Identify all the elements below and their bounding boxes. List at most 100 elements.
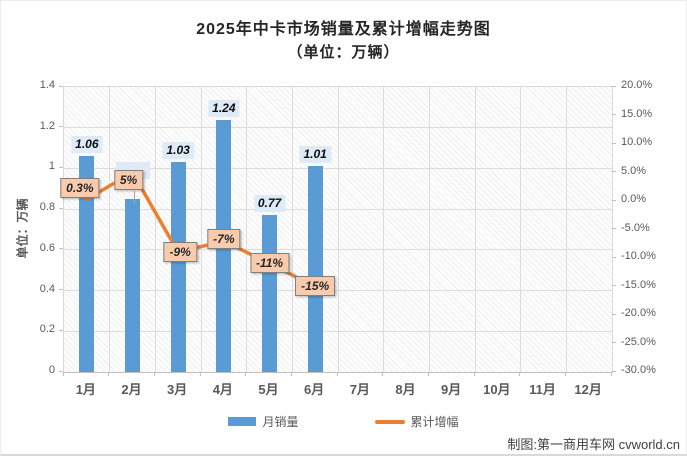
right-axis-tick-mark — [612, 313, 616, 315]
right-axis-tick-mark — [612, 199, 616, 201]
x-axis-label: 6月 — [304, 382, 325, 397]
gridline-v — [474, 87, 476, 372]
bar-6月 — [307, 166, 323, 372]
x-axis-tick-mark — [519, 372, 521, 376]
right-axis-tick-label: -5.0% — [621, 221, 650, 234]
gridline-v — [337, 87, 339, 372]
credit-text: 制图:第一商用车网 cvworld.cn — [507, 437, 680, 452]
bar-2月 — [125, 198, 140, 372]
x-axis-label: 12月 — [574, 382, 602, 397]
right-axis-tick-label: 0.0% — [621, 193, 647, 205]
x-axis-tick-mark — [427, 372, 429, 376]
pct-label-1月: 0.3% — [60, 178, 100, 199]
right-axis-tick-label: -20.0% — [621, 307, 656, 319]
left-axis-tick-label: 0.2 — [39, 323, 55, 336]
right-axis-tick-label: 20.0% — [621, 79, 653, 91]
pct-label-3月: -9% — [163, 242, 197, 263]
legend-label-monthly-sales: 月销量 — [262, 415, 299, 429]
gridline-v — [565, 87, 567, 372]
left-axis-tick-label: 1 — [48, 160, 55, 173]
right-axis-tick-label: 5.0% — [621, 164, 647, 177]
legend-item-cumulative-growth: 累计增幅 — [374, 413, 459, 430]
right-axis-tick-label: 10.0% — [621, 136, 653, 148]
right-axis-tick-label: -30.0% — [621, 364, 656, 376]
bar-value-label: 1.06 — [71, 136, 103, 154]
left-axis-tick-mark — [59, 289, 63, 291]
bar-value-label: 1.03 — [162, 142, 194, 160]
bar-5月 — [262, 215, 277, 372]
legend-item-monthly-sales: 月销量 — [228, 413, 299, 430]
left-axis-tick-mark — [59, 329, 63, 331]
x-axis-label: 11月 — [529, 382, 556, 397]
right-axis-tick-mark — [612, 171, 616, 172]
left-axis-tick-label: 0.4 — [39, 282, 55, 295]
right-axis-tick-mark — [612, 114, 616, 115]
right-axis-tick-label: -25.0% — [621, 335, 656, 348]
right-axis-tick-label: -10.0% — [621, 250, 656, 262]
x-axis-label: 8月 — [395, 382, 416, 397]
left-axis-tick-mark — [59, 85, 63, 87]
bar-series-swatch-icon — [228, 417, 257, 426]
chart-subtitle: （单位：万辆） — [287, 44, 400, 61]
x-axis-tick-mark — [153, 372, 155, 376]
right-axis-tick-mark — [612, 256, 616, 258]
right-axis-tick-label: -15.0% — [621, 278, 656, 291]
pct-label-6月: -15% — [295, 275, 336, 296]
x-axis-tick-mark — [62, 372, 64, 376]
right-axis-tick-mark — [612, 342, 616, 343]
x-axis-tick-mark — [382, 372, 384, 376]
left-axis-tick-mark — [59, 207, 63, 209]
pct-label-5月: -11% — [249, 252, 290, 273]
bar-value-label: 1.24 — [208, 99, 240, 117]
right-axis-tick-mark — [612, 228, 616, 229]
left-axis-tick-mark — [59, 126, 63, 128]
left-axis-tick-mark — [59, 248, 63, 250]
x-axis-tick-mark — [610, 372, 612, 376]
x-axis-label: 9月 — [441, 382, 462, 397]
left-axis-tick-label: 1.2 — [39, 119, 55, 132]
gridline-v — [200, 87, 202, 372]
x-axis-tick-mark — [564, 372, 566, 376]
chart-title: 2025年中卡市场销量及累计增幅走势图 — [196, 21, 491, 38]
left-axis-tick-label: 0.6 — [39, 241, 55, 254]
x-axis-label: 2月 — [121, 382, 142, 397]
right-axis-tick-mark — [612, 285, 616, 286]
bar-value-label: 1.01 — [299, 146, 331, 164]
plot-area: 1.06 1.03 1.24 0.77 1.01 0.3% 5% -9% -7% -11% -15% — [60, 86, 613, 373]
right-axis-tick-mark — [612, 370, 616, 372]
x-axis-tick-mark — [245, 372, 247, 376]
gridline-v — [154, 87, 156, 372]
gridline-v — [428, 87, 430, 372]
pct-label-leader-line — [133, 190, 135, 204]
bar-3月 — [170, 162, 186, 372]
x-axis-label: 1月 — [75, 382, 96, 397]
right-axis-tick-label: 15.0% — [621, 107, 653, 120]
gridline-v — [520, 87, 522, 372]
pct-label-2月: 5% — [113, 169, 144, 190]
x-axis-tick-mark — [473, 372, 475, 376]
x-axis-label: 7月 — [349, 382, 370, 397]
x-axis-tick-mark — [199, 372, 201, 376]
x-axis-tick-mark — [290, 372, 292, 376]
left-axis-tick-mark — [59, 166, 63, 168]
gridline-v — [109, 87, 111, 372]
x-axis-label: 5月 — [258, 382, 279, 397]
x-axis-label: 10月 — [483, 382, 511, 397]
left-axis-tick-mark — [59, 370, 63, 372]
left-axis-tick-label: 1.4 — [39, 79, 55, 91]
x-axis-tick-mark — [108, 372, 110, 376]
right-axis-tick-mark — [612, 85, 616, 87]
gridline-v — [383, 87, 385, 372]
x-axis-label: 4月 — [212, 382, 233, 397]
legend: 月销量 累计增幅 — [1, 413, 686, 430]
left-axis-tick-label: 0 — [48, 364, 55, 376]
right-axis-tick-mark — [612, 142, 616, 144]
x-axis-label: 3月 — [167, 382, 188, 397]
line-series-swatch-icon — [374, 419, 405, 424]
left-axis-title: 单位：万辆 — [15, 198, 30, 259]
x-axis-line — [64, 372, 612, 373]
bar-value-label: 0.77 — [253, 195, 286, 213]
legend-label-cumulative-growth: 累计增幅 — [410, 415, 459, 429]
left-axis-tick-label: 0.8 — [39, 201, 55, 214]
